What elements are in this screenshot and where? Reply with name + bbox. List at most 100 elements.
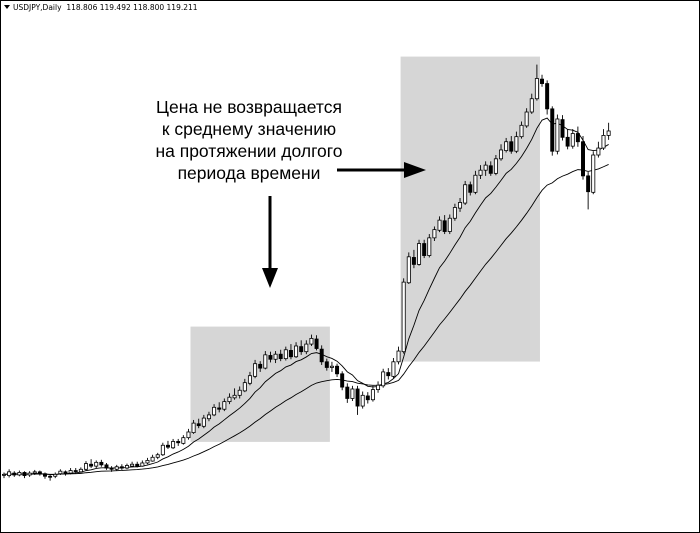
candle-body-bear (135, 463, 140, 467)
candle-body-bear (340, 373, 345, 388)
candle (273, 351, 278, 364)
candle (171, 438, 176, 450)
candle-body-bear (99, 461, 104, 466)
candle (437, 216, 442, 233)
candle-body-bear (335, 365, 340, 375)
candle-body-bull (150, 456, 155, 462)
candle (365, 392, 370, 404)
candle-body-bear (165, 444, 170, 448)
candle (581, 136, 585, 180)
candle (550, 106, 555, 156)
candle-body-bear (550, 108, 555, 152)
candle-body-bear (217, 407, 222, 410)
candle (319, 345, 324, 365)
candle (17, 470, 22, 477)
candlesticks (2, 64, 611, 481)
candle (314, 335, 319, 351)
candle (22, 471, 27, 479)
candle (545, 80, 550, 115)
annotation-line-2: к среднему значению (161, 119, 337, 139)
candle (442, 215, 447, 235)
ma-slow-line (3, 164, 609, 475)
candle (196, 418, 201, 429)
candle-body-bear (319, 348, 324, 363)
dropdown-icon[interactable] (4, 5, 10, 9)
candle (99, 459, 104, 467)
candle-body-bull (242, 382, 247, 392)
candle-body-bull (17, 472, 22, 476)
candle (212, 404, 217, 417)
candle-body-bull (294, 345, 299, 358)
candle (304, 340, 309, 355)
candle-body-bear (299, 346, 304, 353)
candle (145, 457, 150, 465)
candle (468, 181, 473, 196)
candle (114, 464, 119, 471)
candle (417, 239, 422, 266)
candle-body-bull (171, 441, 176, 449)
candle-body-bull (191, 422, 196, 434)
candle-body-bull (83, 463, 88, 470)
candle-body-bull (329, 365, 334, 368)
candle (493, 155, 498, 176)
candle (130, 461, 135, 468)
candle-body-bull (350, 388, 355, 399)
candle-body-bull (360, 394, 365, 407)
candle-body-bull (447, 217, 452, 232)
candle-body-bear (324, 361, 329, 368)
annotation-arrows (262, 162, 426, 288)
candle-body-bull (514, 136, 519, 152)
candle (68, 468, 73, 475)
candle (165, 440, 170, 450)
candle (94, 460, 99, 469)
candle (201, 414, 206, 429)
candle (268, 351, 273, 363)
candle-body-bull (478, 169, 483, 176)
candle (253, 359, 258, 379)
candle (601, 129, 606, 150)
candle (63, 470, 68, 476)
candle (83, 461, 88, 471)
candle-body-bear (586, 175, 591, 193)
candle (360, 391, 365, 409)
candle (160, 442, 165, 457)
candle (575, 126, 580, 147)
candle (560, 115, 565, 141)
candle-body-bull (222, 401, 227, 410)
candle (519, 121, 524, 139)
candle (294, 342, 299, 358)
candle (458, 198, 463, 212)
candle (237, 386, 242, 399)
candle-body-bear (119, 466, 124, 469)
ohlc-values: 118.806 119.492 118.800 119.211 (66, 3, 198, 12)
candle-body-bull (391, 361, 396, 377)
candle-body-bear (509, 141, 514, 152)
candle (283, 346, 288, 361)
candle (48, 474, 53, 481)
candle (463, 180, 468, 205)
candle-body-bull (201, 417, 206, 427)
candle-body-bull (78, 468, 83, 473)
candle (43, 472, 47, 479)
candle-body-bull (493, 158, 498, 174)
candle-body-bear (565, 136, 570, 147)
candle (247, 371, 252, 386)
candle (473, 170, 478, 195)
candle (232, 388, 237, 400)
candle (53, 472, 58, 479)
candle (606, 122, 611, 140)
candle-body-bull (155, 454, 160, 458)
candle-body-bull (524, 111, 529, 127)
candle (427, 234, 432, 258)
candle-body-bull (186, 431, 191, 439)
candle-body-bear (288, 350, 293, 358)
candle-body-bull (53, 473, 58, 477)
candle-body-bull (417, 243, 422, 265)
candle (140, 460, 145, 467)
candle (32, 469, 37, 475)
candle-body-bull (114, 466, 119, 470)
arrow-down-head (262, 268, 278, 288)
candle (89, 459, 94, 469)
candle-body-bear (411, 257, 416, 265)
